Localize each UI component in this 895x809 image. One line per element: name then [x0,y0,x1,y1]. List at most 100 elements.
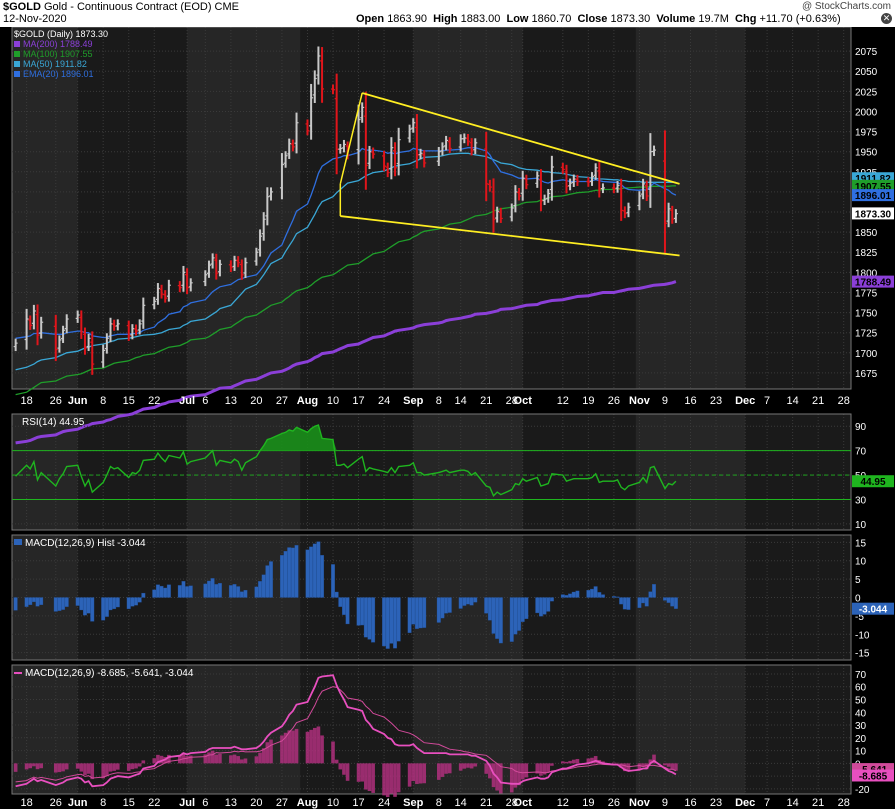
legend-swatch [14,51,20,57]
price-legend-item: MA(200) 1788.49 [23,39,93,49]
hist-axis-tick: 5 [855,575,861,586]
macd-panel-hist-bar [130,763,135,770]
macd-hist-bar [666,597,671,603]
chart-header: $GOLD Gold - Continuous Contract (EOD) C… [0,0,895,27]
macd-axis-tick: -20 [855,785,870,796]
price-tag: 1788.49 [855,278,892,289]
macd-hist-bar [24,597,29,607]
x-axis-tick-label: 21 [812,797,824,809]
rsi-axis-tick: 90 [855,422,867,433]
x-axis-tick-label: 15 [123,395,135,407]
price-axis-tick: 2050 [855,67,878,78]
macd-hist-bar [466,597,470,605]
macd-axis-tick: 70 [855,670,867,681]
macd-hist-bar [210,578,215,598]
macd-hist-bar [159,585,164,598]
macd-hist-bar [232,584,237,598]
macd-hist-bar [115,597,120,608]
macd-signal-line [15,686,677,783]
macd-hist-bar [207,580,211,598]
macd-hist-bar [673,597,678,609]
x-axis-tick-label: Aug [297,395,318,407]
macd-panel-hist-bar [75,763,80,769]
macd-hist-bar [57,597,62,611]
macd-hist-bar [637,597,642,608]
macd-panel-hist-bar [590,757,594,764]
quote-summary: Open 1863.90 High 1883.00 Low 1860.70 Cl… [356,13,841,25]
macd-hist-bar [546,597,551,612]
macd-hist-bar [345,597,350,625]
macd-panel-hist-bar [539,763,543,776]
macd-panel-hist-bar [105,763,109,776]
x-axis-tick-label: 27 [276,395,288,407]
price-axis-tick: 1700 [855,349,878,360]
macd-panel-hist-bar [571,759,576,764]
macd-panel-hist-bar [345,763,350,781]
price-axis-tick: 1975 [855,128,878,139]
x-axis-tick-label: 22 [148,395,160,407]
macd-hist-bar [498,597,503,644]
x-axis-tick-label: Jul [179,797,195,809]
macd-panel-hist-bar [564,761,569,764]
hist-legend-swatch [14,539,22,545]
x-axis-tick-label: Nov [629,395,651,407]
macd-panel-hist-bar [342,763,346,775]
x-axis-tick-label: 19 [582,797,594,809]
x-axis-tick-label: 14 [787,395,799,407]
macd-panel-hist-bar [232,754,237,764]
x-axis-tick-label: 10 [327,395,339,407]
macd-panel-hist-bar [612,762,616,764]
x-axis-tick-label: 15 [123,797,135,809]
x-axis-tick-label: 24 [378,797,390,809]
macd-hist-bar [141,592,146,598]
x-axis-tick-label: Sep [403,797,423,809]
macd-panel-hist-bar [436,763,441,780]
macd-hist-bar [188,585,193,598]
x-axis-tick-label: 8 [436,395,442,407]
macd-panel-hist-bar [280,735,284,764]
macd-legend-title: MACD(12,26,9) -8.685, -5.641, -3.044 [25,668,194,679]
macd-panel-hist-bar [312,727,317,764]
x-axis-tick-label: 26 [50,797,62,809]
macd-hist-bar [535,597,540,614]
macd-hist-bar [228,585,233,598]
macd-panel-hist-bar [24,763,29,770]
close-icon[interactable]: ✕ [881,13,892,24]
x-axis-tick-label: 14 [455,797,467,809]
macd-hist-bar [663,597,667,601]
price-axis-tick: 2025 [855,87,878,98]
macd-hist-bar [309,546,314,598]
macd-panel-hist-bar [159,755,164,764]
open-label: Open [356,13,385,25]
macd-panel-hist-bar [568,760,572,764]
macd-panel-hist-bar [269,739,273,764]
macd-hist-bar [137,597,142,603]
panel-frame [11,27,852,390]
macd-hist-bar [254,586,259,598]
macd-panel-hist-bar [415,763,419,784]
macd-hist-bar [517,597,521,631]
month-band [187,414,301,530]
macd-hist-bar [112,597,117,610]
price-tag-bg [852,179,894,192]
macd-panel-hist-bar [309,729,313,764]
ticker-symbol[interactable]: $GOLD [3,1,41,13]
x-axis-tick-label: 18 [20,797,32,809]
macd-hist-bar [549,597,554,602]
x-axis-tick-label: 8 [436,797,442,809]
macd-hist-bar [393,597,397,649]
price-axis-tick: 2075 [855,47,878,58]
legend-swatch [14,71,20,77]
macd-hist-bar [641,597,646,604]
macd-axis-tick: 50 [855,695,867,706]
macd-hist-bar [152,589,157,598]
macd-panel-hist-bar [484,763,489,774]
x-axis-tick-label: 12 [557,797,569,809]
macd-hist-bar [342,597,346,615]
macd-hist-bar [484,597,489,614]
macd-hist-bar [283,551,288,598]
high-value: 1883.00 [460,13,501,25]
macd-panel-hist-bar [550,763,554,766]
macd-panel-hist-bar [141,760,146,764]
macd-hist-bar [203,583,208,598]
